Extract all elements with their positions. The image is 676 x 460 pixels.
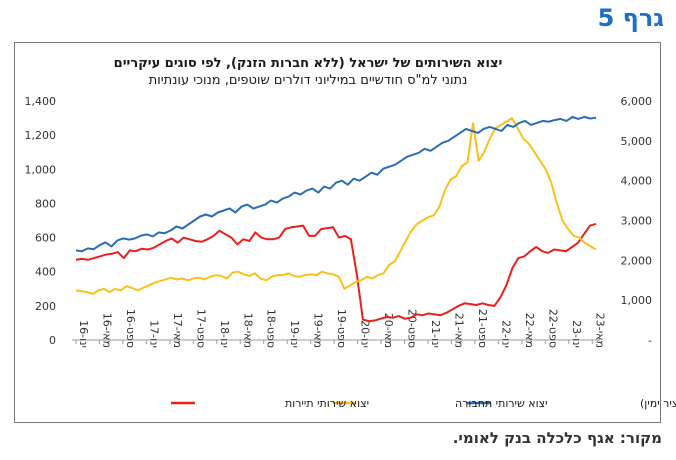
y-right-tick-label: 5,000 [621,135,653,148]
series-lines [75,115,597,323]
x-tick-label: מאי-23 [593,313,606,348]
y-right-tick-label: 2,000 [621,254,653,267]
y-left-tick-label: 600 [35,232,56,245]
x-tick-label: ספט-16 [124,309,137,348]
y-left-tick-label: 0 [49,334,56,347]
y-right-tick-label: 6,000 [621,95,653,108]
x-tick-label: מאי-20 [382,313,395,348]
x-tick-label: מאי-19 [312,313,325,348]
x-tick-label: ספט-22 [546,309,559,348]
chart-title: יצוא השירותים של ישראל (ללא חברות הזנק),… [113,56,503,71]
y-left-tick-label: 1,400 [25,95,57,108]
y-left-tick-label: 1,200 [25,129,57,142]
y-left-tick-label: 1,000 [25,163,57,176]
chart-frame [14,42,661,423]
y-right-tick-label: 1,000 [621,294,653,307]
x-tick-label: ינו-18 [218,320,231,348]
series-line-1 [75,222,597,323]
x-tick-label: ספט-17 [194,309,207,348]
y-left-tick-label: 400 [35,266,56,279]
y-left-tick-label: 200 [35,300,56,313]
legend-label-1: יצוא שירותי תיירות [285,397,369,410]
x-tick-label: ינו-23 [570,320,583,348]
x-tick-label: ינו-19 [288,320,301,348]
x-tick-label: מאי-22 [523,313,536,348]
series-line-2 [75,117,597,295]
source-note: מקור: אגף כלכלה בנק לאומי. [452,429,662,447]
x-tick-label: מאי-16 [100,313,113,348]
series-line-3 [75,115,597,253]
x-tick-label: ינו-21 [429,320,442,348]
x-tick-label: ינו-16 [77,320,90,348]
x-tick-label: ספט-18 [265,309,278,348]
axes: 0 200 400 600 800 1,000 1,200 1,400 - 1,000 2,000 3… [25,95,653,348]
x-tick-label: ינו-17 [147,320,160,348]
legend: יצוא שירותים עסקיים (ציר ימין) יצוא שירות… [170,397,676,410]
x-tick-label: ינו-20 [359,320,372,348]
y-right-tick-label: - [648,334,652,347]
legend-label-3: יצוא שירותים עסקיים (ציר ימין) [640,397,676,410]
legend-label-2: יצוא שירותי תחבורה [455,397,548,410]
x-tick-label: ספט-21 [476,309,489,348]
x-tick-label: ינו-22 [499,320,512,348]
figure-label: גרף 5 [597,4,664,32]
y-right-tick-label: 3,000 [621,215,653,228]
x-tick-label: מאי-18 [241,313,254,348]
x-tick-label: ספט-19 [335,309,348,348]
x-tick-label: מאי-17 [171,313,184,348]
y-left-tick-label: 800 [35,197,56,210]
chart-subtitle: נתוני למ"ס חודשיים במיליוני דולרים שוטפי… [148,73,468,88]
y-right-tick-label: 4,000 [621,175,653,188]
x-tick-label: מאי-21 [452,313,465,348]
